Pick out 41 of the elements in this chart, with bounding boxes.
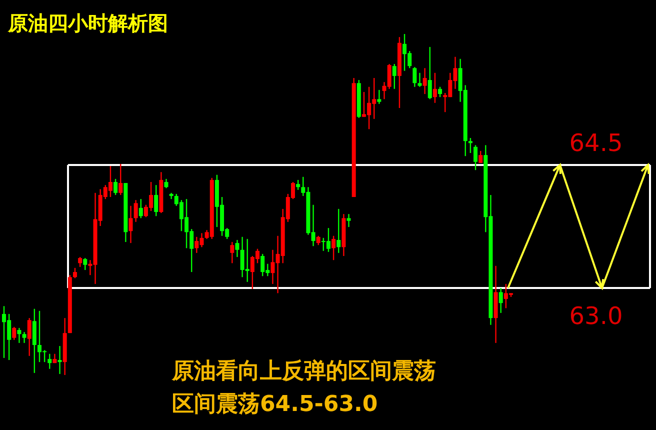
- text: 区间震荡64.5-63.0: [172, 392, 378, 417]
- candlestick: [474, 144, 478, 171]
- text: 63.0: [569, 302, 623, 330]
- candlestick: [58, 345, 62, 375]
- candlestick: [332, 235, 336, 261]
- candlestick: [154, 184, 158, 217]
- candlestick: [128, 205, 133, 244]
- candlestick: [438, 86, 442, 98]
- candlestick: [48, 353, 52, 370]
- candlestick: [114, 178, 118, 196]
- candlestick: [138, 198, 143, 219]
- candlestick: [432, 72, 437, 104]
- candlestick: [22, 331, 26, 344]
- candlestick: [418, 72, 422, 88]
- candlestick: [235, 239, 240, 258]
- candlestick: [164, 178, 168, 189]
- candlestick: [336, 208, 341, 254]
- candlestick: [118, 163, 123, 196]
- candlestick: [422, 68, 427, 95]
- annotation: 原油看向上反弹的区间震荡: [171, 359, 436, 384]
- candlestick: [412, 66, 417, 88]
- candlestick: [230, 241, 234, 264]
- candlestick: [12, 326, 16, 340]
- candlestick: [428, 46, 432, 100]
- candlestick: [498, 287, 503, 314]
- candlestick: [134, 199, 138, 222]
- candlestick: [72, 267, 77, 279]
- candlestick: [468, 137, 472, 154]
- text: 64.5: [569, 128, 623, 157]
- candlestick: [377, 89, 382, 105]
- candlestick: [296, 179, 300, 190]
- candlestick: [17, 327, 22, 344]
- candlestick: [392, 63, 396, 90]
- chart-title: 原油四小时解析图: [7, 11, 168, 35]
- candlestick: [83, 257, 88, 271]
- candlestick: [316, 235, 320, 246]
- candlestick: [478, 150, 483, 164]
- candlestick: [32, 308, 36, 374]
- candlestick: [346, 213, 351, 228]
- candlestick: [78, 256, 82, 268]
- candlestick: [27, 317, 32, 357]
